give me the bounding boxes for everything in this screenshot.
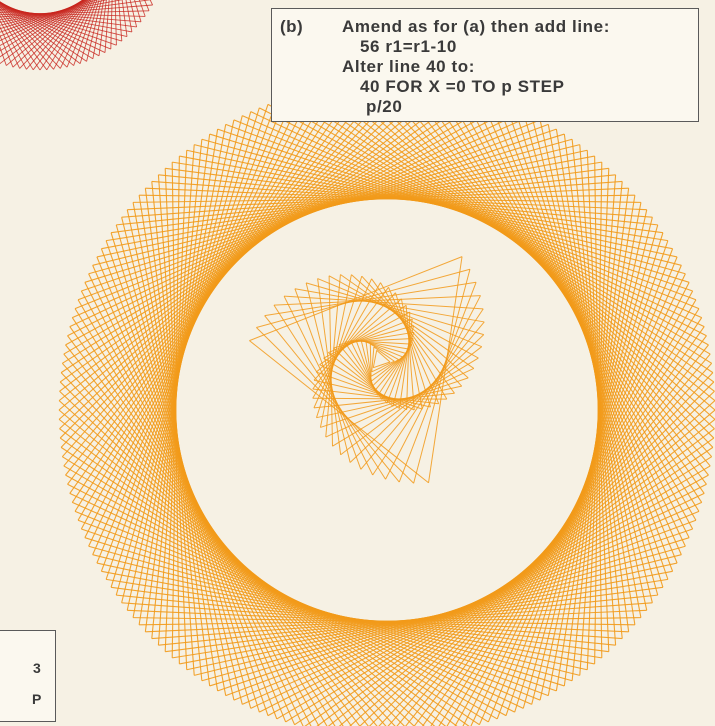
corner-text-2: P	[32, 691, 42, 707]
red-spiral-pattern	[0, 0, 153, 71]
orange-star-pattern	[58, 81, 715, 726]
caption-tag: (b)	[280, 17, 304, 36]
caption-line-1: Amend as for (a) then add line:	[342, 17, 610, 36]
caption-box: (b) Amend as for (a) then add line: 56 r…	[271, 8, 699, 122]
caption-line-3: Alter line 40 to:	[342, 57, 476, 76]
caption-line-2: 56 r1=r1-10	[360, 37, 457, 56]
corner-caption-box: 3 P	[0, 630, 56, 722]
corner-text-1: 3	[33, 660, 41, 676]
caption-text: Amend as for (a) then add line: 56 r1=r1…	[342, 17, 610, 117]
caption-line-4: 40 FOR X =0 TO p STEP	[360, 77, 565, 96]
orange-inner-triangle-pattern	[249, 256, 485, 484]
caption-line-5: p/20	[366, 97, 403, 116]
